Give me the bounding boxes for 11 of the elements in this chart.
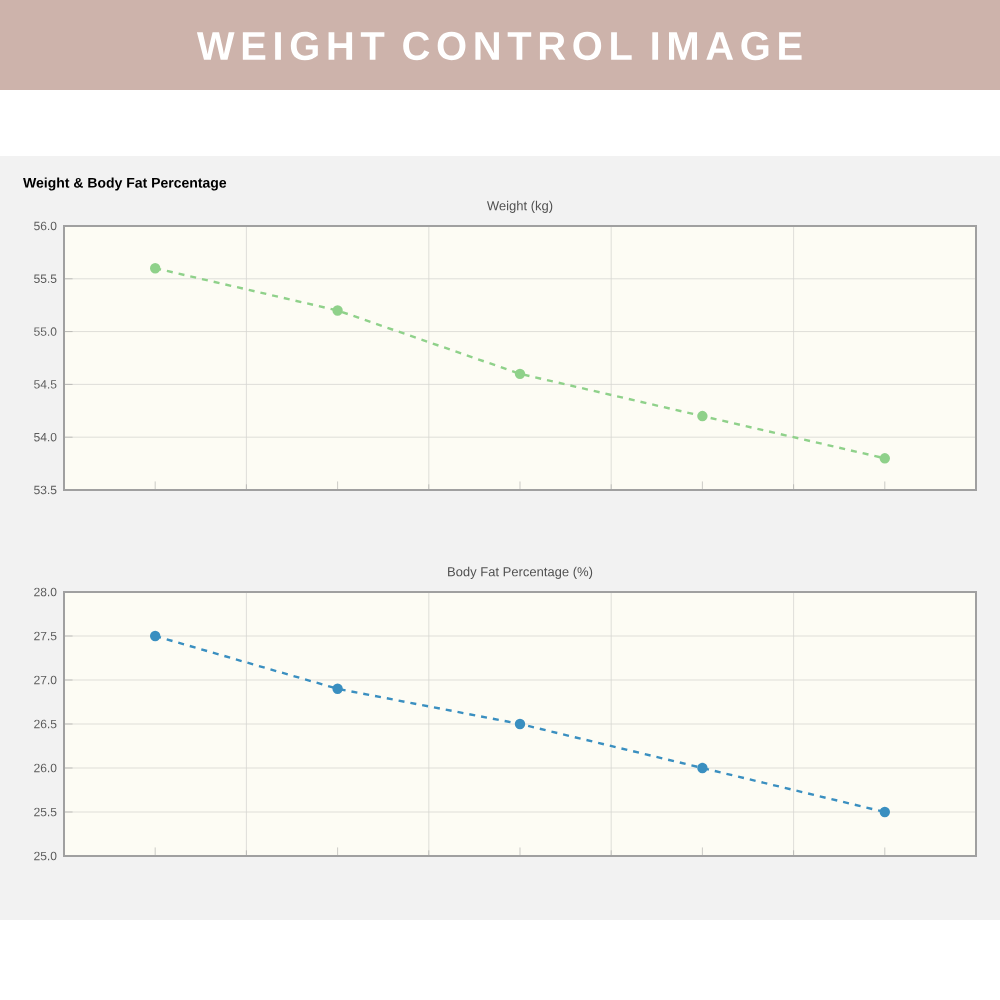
point <box>150 630 161 642</box>
point <box>879 453 890 464</box>
point <box>514 368 526 380</box>
point <box>879 806 890 818</box>
text: WEIGHT CONTROL IMAGE <box>196 31 802 61</box>
point <box>332 683 343 694</box>
point <box>332 305 343 316</box>
point <box>514 718 526 730</box>
point <box>697 762 708 774</box>
point <box>150 263 161 274</box>
point <box>697 410 708 422</box>
